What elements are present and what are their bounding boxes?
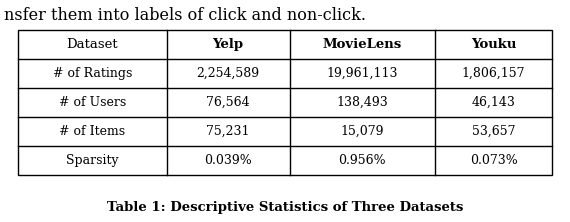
Text: Yelp: Yelp — [213, 38, 244, 51]
Text: 0.039%: 0.039% — [204, 154, 252, 167]
Text: 2,254,589: 2,254,589 — [197, 67, 260, 80]
Text: 53,657: 53,657 — [472, 125, 515, 138]
Text: 75,231: 75,231 — [206, 125, 250, 138]
Text: Youku: Youku — [471, 38, 516, 51]
Text: Sparsity: Sparsity — [66, 154, 119, 167]
Text: 138,493: 138,493 — [336, 96, 388, 109]
Text: # of Items: # of Items — [59, 125, 125, 138]
Text: 1,806,157: 1,806,157 — [462, 67, 526, 80]
Text: 0.073%: 0.073% — [470, 154, 518, 167]
Text: MovieLens: MovieLens — [323, 38, 402, 51]
Text: Table 1: Descriptive Statistics of Three Datasets: Table 1: Descriptive Statistics of Three… — [107, 200, 463, 214]
Text: 0.956%: 0.956% — [339, 154, 386, 167]
Text: # of Ratings: # of Ratings — [52, 67, 132, 80]
Bar — [18, 30, 552, 175]
Text: 15,079: 15,079 — [341, 125, 384, 138]
Text: 19,961,113: 19,961,113 — [327, 67, 398, 80]
Text: Dataset: Dataset — [67, 38, 118, 51]
Text: # of Users: # of Users — [59, 96, 126, 109]
Text: 76,564: 76,564 — [206, 96, 250, 109]
Text: 46,143: 46,143 — [471, 96, 515, 109]
Text: nsfer them into labels of click and non-click.: nsfer them into labels of click and non-… — [4, 8, 366, 24]
